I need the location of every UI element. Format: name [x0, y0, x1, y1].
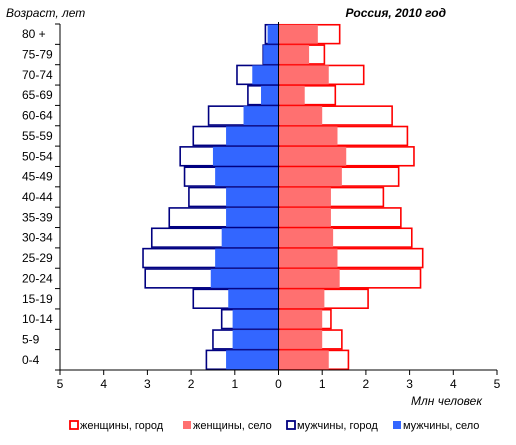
y-axis-label: Возраст, лет [6, 6, 85, 20]
x-tick-label-7: 2 [363, 377, 370, 391]
bar-мужчины-село-8 [226, 187, 279, 207]
legend-swatch-2 [286, 420, 296, 430]
bar-мужчины-село-15 [232, 330, 279, 349]
y-tick-label-13: 15-19 [22, 292, 53, 306]
bar-женщины-село-1 [278, 45, 310, 64]
y-tick-label-16: 0-4 [22, 353, 40, 367]
y-tick-label-8: 40-44 [22, 190, 53, 204]
y-tick-label-7: 45-49 [22, 170, 53, 184]
chart-title: Россия, 2010 год [346, 6, 446, 20]
y-tick-label-11: 25-29 [22, 251, 53, 265]
bar-мужчины-село-4 [243, 106, 279, 126]
y-tick-label-5: 55-59 [22, 129, 53, 143]
bar-мужчины-село-1 [263, 45, 279, 64]
bar-женщины-село-8 [278, 187, 331, 207]
bar-женщины-село-6 [278, 146, 347, 166]
x-tick-label-3: 2 [188, 377, 195, 391]
bar-мужчины-село-6 [212, 146, 279, 166]
bar-женщины-село-0 [278, 24, 318, 44]
x-tick-label-8: 3 [406, 377, 413, 391]
bar-женщины-село-2 [278, 65, 329, 85]
bar-мужчины-село-5 [226, 126, 279, 146]
bar-женщины-село-7 [278, 167, 342, 187]
y-tick-label-15: 5-9 [22, 332, 40, 346]
bar-мужчины-село-2 [252, 65, 279, 85]
bar-женщины-село-13 [278, 289, 325, 309]
bar-мужчины-село-13 [228, 289, 279, 309]
bar-женщины-село-16 [278, 350, 329, 370]
bars-layer [142, 23, 424, 371]
bar-женщины-село-5 [278, 126, 338, 146]
bar-женщины-село-14 [278, 309, 323, 329]
x-tick-label-9: 4 [450, 377, 457, 391]
y-tick-label-14: 10-14 [22, 312, 53, 326]
legend-label-3: мужчины, село [403, 420, 479, 432]
y-tick-label-2: 70-74 [22, 68, 53, 82]
legend-swatch-0 [69, 420, 79, 430]
bar-мужчины-село-7 [215, 167, 279, 187]
y-tick-label-1: 75-79 [22, 48, 53, 62]
bar-мужчины-село-10 [221, 228, 279, 248]
bar-женщины-село-11 [278, 248, 338, 268]
y-tick-label-3: 65-69 [22, 88, 53, 102]
bar-женщины-село-10 [278, 228, 334, 248]
y-tick-label-6: 50-54 [22, 149, 53, 163]
bar-мужчины-село-3 [261, 85, 279, 105]
bar-женщины-село-4 [278, 106, 323, 126]
legend-label-1: женщины, село [193, 420, 272, 432]
bar-мужчины-село-14 [232, 309, 279, 329]
legend-swatch-1 [183, 421, 191, 429]
y-tick-label-4: 60-64 [22, 109, 53, 123]
x-tick-label-4: 1 [231, 377, 238, 391]
x-tick-label-0: 5 [57, 377, 64, 391]
legend-label-0: женщины, город [80, 420, 164, 432]
x-tick-label-1: 4 [100, 377, 107, 391]
x-tick-label-5: 0 [275, 377, 282, 391]
bar-мужчины-село-9 [226, 207, 279, 227]
x-axis-label: Млн человек [411, 394, 483, 408]
axes-layer: 80 + 75-79 70-74 65-69 60-64 55-59 50-54 45-49 4… [22, 22, 501, 391]
bar-мужчины-село-11 [215, 248, 279, 268]
x-tick-label-10: 5 [494, 377, 501, 391]
bar-женщины-село-12 [278, 268, 340, 288]
y-tick-label-10: 30-34 [22, 231, 53, 245]
bar-женщины-село-9 [278, 207, 331, 227]
y-tick-label-9: 35-39 [22, 210, 53, 224]
bar-женщины-село-15 [278, 330, 323, 349]
bar-мужчины-село-12 [210, 268, 279, 288]
bar-женщины-село-3 [278, 85, 305, 105]
x-tick-label-6: 1 [319, 377, 326, 391]
legend-swatch-3 [393, 421, 401, 429]
y-tick-label-12: 20-24 [22, 271, 53, 285]
legend-label-2: мужчины, город [297, 420, 378, 432]
bar-мужчины-село-16 [226, 350, 279, 370]
bar-мужчины-село-0 [267, 24, 279, 44]
x-tick-label-2: 3 [144, 377, 151, 391]
y-tick-label-0: 80 + [22, 27, 46, 41]
legend: женщины, город женщины, село мужчины, горо… [69, 420, 479, 432]
